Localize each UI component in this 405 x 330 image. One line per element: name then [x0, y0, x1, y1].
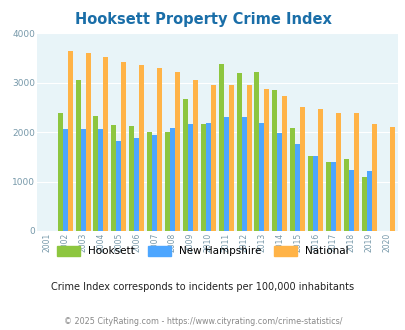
- Bar: [218, 64, 223, 231]
- Bar: [312, 156, 317, 231]
- Bar: [68, 51, 72, 231]
- Text: © 2025 CityRating.com - https://www.cityrating.com/crime-statistics/: © 2025 CityRating.com - https://www.city…: [64, 317, 341, 326]
- Bar: [121, 62, 126, 231]
- Bar: [134, 138, 139, 231]
- Bar: [246, 85, 251, 231]
- Bar: [182, 99, 188, 231]
- Legend: Hooksett, New Hampshire, National: Hooksett, New Hampshire, National: [53, 242, 352, 260]
- Bar: [192, 80, 197, 231]
- Bar: [111, 125, 116, 231]
- Bar: [200, 124, 205, 231]
- Bar: [335, 113, 340, 231]
- Bar: [277, 133, 281, 231]
- Bar: [389, 127, 394, 231]
- Bar: [152, 135, 157, 231]
- Bar: [139, 65, 144, 231]
- Bar: [281, 96, 287, 231]
- Bar: [129, 126, 134, 231]
- Bar: [348, 170, 353, 231]
- Text: Crime Index corresponds to incidents per 100,000 inhabitants: Crime Index corresponds to incidents per…: [51, 282, 354, 292]
- Bar: [164, 132, 170, 231]
- Bar: [259, 123, 264, 231]
- Bar: [170, 128, 175, 231]
- Bar: [157, 68, 162, 231]
- Bar: [188, 124, 192, 231]
- Bar: [361, 177, 366, 231]
- Bar: [307, 156, 312, 231]
- Bar: [236, 73, 241, 231]
- Bar: [223, 117, 228, 231]
- Bar: [241, 117, 246, 231]
- Bar: [75, 80, 80, 231]
- Bar: [294, 145, 299, 231]
- Bar: [93, 116, 98, 231]
- Bar: [325, 162, 330, 231]
- Bar: [62, 129, 68, 231]
- Bar: [228, 85, 233, 231]
- Bar: [210, 85, 215, 231]
- Bar: [58, 113, 62, 231]
- Bar: [147, 132, 152, 231]
- Bar: [272, 90, 277, 231]
- Bar: [371, 124, 376, 231]
- Text: Hooksett Property Crime Index: Hooksett Property Crime Index: [75, 12, 330, 26]
- Bar: [85, 53, 90, 231]
- Bar: [80, 129, 85, 231]
- Bar: [175, 72, 179, 231]
- Bar: [98, 129, 103, 231]
- Bar: [317, 109, 322, 231]
- Bar: [330, 162, 335, 231]
- Bar: [116, 141, 121, 231]
- Bar: [290, 128, 294, 231]
- Bar: [343, 159, 348, 231]
- Bar: [205, 123, 210, 231]
- Bar: [264, 89, 269, 231]
- Bar: [353, 113, 358, 231]
- Bar: [254, 72, 259, 231]
- Bar: [366, 171, 371, 231]
- Bar: [299, 107, 305, 231]
- Bar: [103, 57, 108, 231]
